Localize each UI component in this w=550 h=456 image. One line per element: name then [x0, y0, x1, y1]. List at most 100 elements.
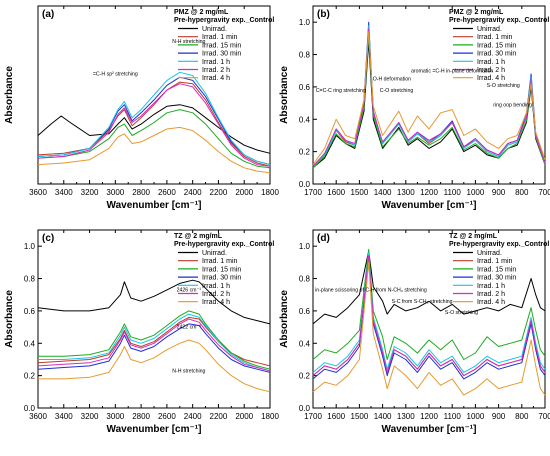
- y-tick-label: 0.0: [299, 404, 311, 413]
- x-tick-label: 1400: [374, 412, 392, 421]
- x-tick-label: 3600: [29, 188, 47, 197]
- series-line-irrad-15-min: [38, 310, 271, 370]
- y-tick-label: 0.2: [24, 372, 36, 381]
- x-tick-label: 1100: [444, 412, 462, 421]
- series-line-irrad-2-h: [312, 28, 546, 167]
- panel-label: (d): [317, 233, 330, 244]
- x-tick-label: 900: [492, 412, 506, 421]
- legend-entry: Irrad. 15 min: [202, 266, 241, 273]
- panel-label: (c): [42, 233, 54, 244]
- legend-entry: Irrad. 2 h: [202, 67, 230, 74]
- annotation-label: N-H stretching: [172, 39, 205, 45]
- annotation-label: in-plane scissoring of C-H from N-CH₃ st…: [315, 287, 427, 293]
- x-tick-label: 3200: [81, 188, 99, 197]
- legend-entry: Irrad. 1 h: [477, 283, 505, 290]
- x-tick-label: 2800: [132, 412, 150, 421]
- legend-title-experiment: Pre-hypergravity exp._Control: [174, 241, 274, 248]
- annotation-label: =C-H sp² stretching: [93, 72, 138, 78]
- legend-entry: Unirrad.: [477, 250, 502, 257]
- x-tick-label: 800: [515, 412, 529, 421]
- annotation-label: aromatic =C-H in-plane deformation: [411, 68, 493, 74]
- series-line-unirrad: [37, 279, 271, 325]
- y-axis-title: Absorbance: [4, 66, 15, 124]
- legend-entry: Irrad. 1 h: [477, 59, 505, 66]
- series-line-irrad-30-min: [37, 76, 271, 166]
- y-tick-label: 1.0: [24, 242, 36, 251]
- y-tick-label: 0.6: [24, 307, 36, 316]
- y-tick-label: 0.4: [299, 115, 311, 124]
- x-tick-label: 2400: [184, 412, 202, 421]
- x-axis-title: Wavenumber [cm⁻¹]: [107, 200, 202, 211]
- x-tick-label: 1700: [304, 412, 322, 421]
- chart-panel-2: 1700 1600 1500 1400 1300 1200 1100 1000 900 800 70…: [279, 5, 550, 211]
- x-tick-label: 1800: [261, 412, 279, 421]
- x-tick-label: 2200: [210, 412, 228, 421]
- series-line-irrad-15-min: [37, 109, 271, 169]
- x-tick-label: 1800: [261, 188, 279, 197]
- x-tick-label: 900: [492, 188, 506, 197]
- y-tick-label: 0.2: [299, 372, 311, 381]
- legend-title-experiment: Pre-hypergravity exp._Control: [449, 241, 549, 248]
- plot-frame: [312, 5, 546, 185]
- y-tick-label: 1.0: [299, 242, 311, 251]
- x-tick-label: 1300: [397, 188, 415, 197]
- legend-entry: Unirrad.: [202, 26, 227, 33]
- annotation-label: 2422 cm⁻¹: [177, 325, 202, 331]
- annotation-label: S-C from S-CH₃ stretching: [392, 299, 453, 305]
- x-tick-label: 1300: [397, 412, 415, 421]
- legend-entry: Irrad. 1 h: [202, 283, 230, 290]
- legend-entry: Irrad. 15 min: [477, 42, 516, 49]
- annotation-label: S-O stretching: [487, 83, 520, 89]
- x-tick-label: 3400: [55, 188, 73, 197]
- legend-entry: Irrad. 2 h: [477, 67, 505, 74]
- x-tick-label: 700: [538, 188, 550, 197]
- x-tick-label: 2000: [235, 188, 253, 197]
- y-tick-label: 0.6: [299, 83, 311, 92]
- series-line-unirrad: [37, 104, 271, 154]
- x-tick-label: 2200: [210, 188, 228, 197]
- legend-entry: Irrad. 1 min: [202, 34, 238, 41]
- series-line-irrad-1-h: [38, 313, 271, 372]
- plot-frame: [37, 229, 271, 409]
- y-tick-label: 1.0: [299, 18, 311, 27]
- x-tick-label: 1400: [374, 188, 392, 197]
- series-line-unirrad: [312, 41, 546, 169]
- x-tick-label: 1000: [467, 188, 485, 197]
- series-line-irrad-2-h: [37, 83, 271, 167]
- annotation-label: O-H deformation: [373, 76, 411, 82]
- legend-entry: Irrad. 15 min: [202, 42, 241, 49]
- series-line-irrad-4-h: [37, 126, 271, 174]
- x-axis-title: Wavenumber [cm⁻¹]: [382, 424, 477, 435]
- panel-label: (a): [42, 9, 54, 20]
- annotation-label: 2426 cm⁻¹: [177, 287, 202, 293]
- y-tick-label: 0.6: [299, 307, 311, 316]
- legend-entry: Irrad. 2 h: [477, 291, 505, 298]
- x-tick-label: 1600: [327, 412, 345, 421]
- series-line-irrad-15-min: [312, 248, 546, 360]
- legend-entry: Irrad. 30 min: [202, 51, 241, 58]
- x-tick-label: 1500: [351, 412, 369, 421]
- legend-title-sample: TZ @ 2 mg/mL: [174, 233, 223, 240]
- x-tick-label: 1600: [327, 188, 345, 197]
- x-tick-label: 1100: [444, 188, 462, 197]
- legend-entry: Irrad. 4 h: [202, 299, 230, 306]
- x-tick-label: 1500: [351, 188, 369, 197]
- series-line-irrad-2-h: [37, 318, 271, 372]
- x-tick-label: 1000: [467, 412, 485, 421]
- x-tick-label: 3200: [81, 412, 99, 421]
- annotation-label: C=C-C ring stretching: [316, 88, 366, 94]
- series-line-irrad-30-min: [37, 323, 271, 373]
- series-line-irrad-4-h: [38, 339, 271, 393]
- series-line-irrad-30-min: [312, 257, 546, 380]
- y-tick-label: 0.8: [299, 275, 311, 284]
- y-tick-label: 0.4: [24, 339, 36, 348]
- x-tick-label: 3400: [55, 412, 73, 421]
- x-axis-title: Wavenumber [cm⁻¹]: [107, 424, 202, 435]
- series-line-irrad-1-h: [37, 71, 271, 166]
- legend-entry: Irrad. 1 min: [202, 258, 238, 265]
- legend-entry: Irrad. 1 min: [477, 258, 513, 265]
- legend-entry: Unirrad.: [202, 250, 227, 257]
- x-tick-label: 2400: [184, 188, 202, 197]
- series-line-irrad-4-h: [312, 261, 546, 396]
